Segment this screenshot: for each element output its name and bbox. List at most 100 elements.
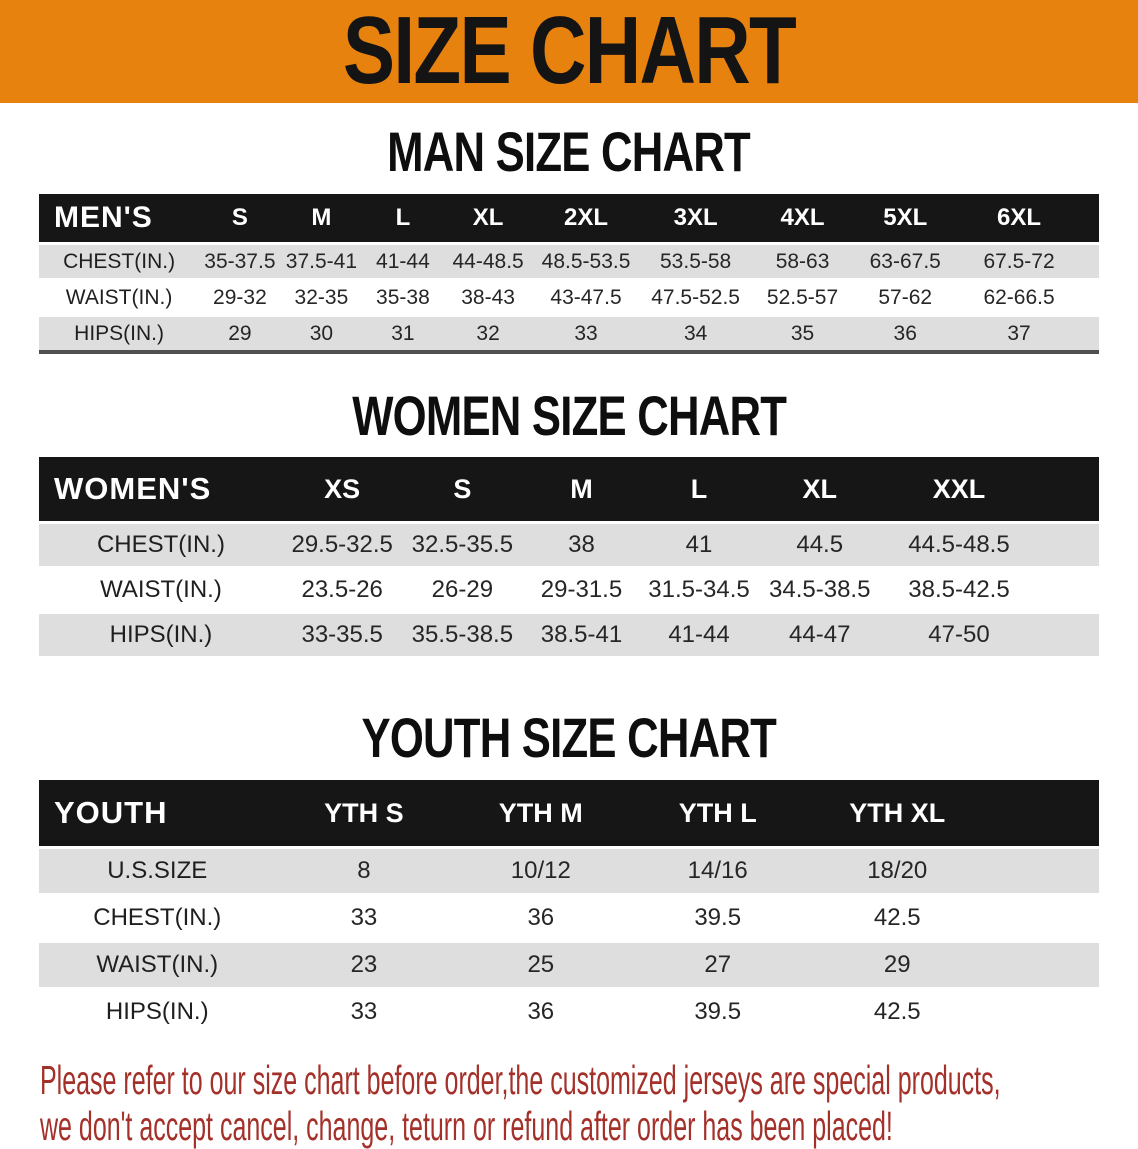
table-cell: 29 [806,941,989,990]
table-cell: 33 [275,988,453,1037]
filler-cell [988,847,1099,896]
table-cell: 32 [443,315,533,354]
column-header: M [280,194,363,245]
column-header: 5XL [853,194,958,245]
disclaimer-text: Please refer to our size chart before or… [40,1057,1138,1149]
filler-cell [988,988,1099,1037]
row-label: CHEST(IN.) [39,243,200,281]
table-cell: 23.5-26 [282,567,402,614]
table-cell: 57-62 [853,279,958,317]
column-header: 2XL [532,194,640,245]
table-cell: 38-43 [443,279,533,317]
table-cell: 27 [629,941,807,990]
table-cell: 44.5-48.5 [881,522,1037,569]
table-cell: 36 [853,315,958,354]
table-cell: 38 [523,522,640,569]
table-cell: 37.5-41 [280,243,363,281]
table-cell: 29.5-32.5 [282,522,402,569]
table-cell: 10/12 [452,847,630,896]
table-header-row: YOUTH YTH S YTH M YTH L YTH XL [39,780,1099,849]
table-cell: 44-48.5 [443,243,533,281]
mens-size-table: MEN'S S M L XL 2XL 3XL 4XL 5XL 6XL CHEST(IN.) 35-3… [39,194,1099,354]
table-cell: 47.5-52.5 [639,279,752,317]
column-header: YTH XL [806,780,989,849]
womens-size-table: WOMEN'S XS S M L XL XXL CHEST(IN.) 29.5-32.5 32.… [39,457,1099,659]
table-cell: 36 [452,988,630,1037]
disclaimer-line-1: Please refer to our size chart before or… [40,1057,1001,1103]
row-label: CHEST(IN.) [39,894,276,943]
table-cell: 26-29 [401,567,524,614]
table-row: HIPS(IN.) 33 36 39.5 42.5 [39,988,1099,1037]
table-cell: 31 [362,315,444,354]
table-row: U.S.SIZE 8 10/12 14/16 18/20 [39,847,1099,896]
table-cell: 36 [452,894,630,943]
table-header-row: WOMEN'S XS S M L XL XXL [39,457,1099,524]
filler-cell [1036,457,1099,524]
table-cell: 34 [639,315,752,354]
table-cell: 14/16 [629,847,807,896]
table-cell: 37 [957,315,1081,354]
heading-text: WOMEN SIZE CHART [351,384,787,447]
table-cell: 53.5-58 [639,243,752,281]
table-cell: 32.5-35.5 [401,522,524,569]
table-cell: 32-35 [280,279,363,317]
table-cell: 23 [275,941,453,990]
table-row: CHEST(IN.) 35-37.5 37.5-41 41-44 44-48.5 48.5… [39,243,1099,281]
table-row: CHEST(IN.) 33 36 39.5 42.5 [39,894,1099,943]
table-cell: 42.5 [806,988,989,1037]
women-size-chart-heading: WOMEN SIZE CHART [0,388,1138,444]
table-cell: 39.5 [629,988,807,1037]
table-cell: 41-44 [639,612,759,659]
filler-cell [988,941,1099,990]
table-cell: 25 [452,941,630,990]
column-header: L [362,194,444,245]
table-cell: 42.5 [806,894,989,943]
youth-size-table: YOUTH YTH S YTH M YTH L YTH XL U.S.SIZE 8 10/1… [39,780,1099,1037]
table-cell: 8 [275,847,453,896]
row-label: CHEST(IN.) [39,522,283,569]
column-header: 3XL [639,194,752,245]
table-row: HIPS(IN.) 29 30 31 32 33 34 35 36 37 [39,315,1099,354]
filler-cell [1081,194,1099,245]
table-cell: 48.5-53.5 [532,243,640,281]
table-row: CHEST(IN.) 29.5-32.5 32.5-35.5 38 41 44.5 44.5… [39,522,1099,569]
column-header: L [639,457,759,524]
table-cell: 31.5-34.5 [639,567,759,614]
table-cell: 39.5 [629,894,807,943]
heading-text: MAN SIZE CHART [387,120,752,183]
filler-cell [988,780,1099,849]
table-row: WAIST(IN.) 23.5-26 26-29 29-31.5 31.5-34.5 34… [39,567,1099,614]
column-header: YTH S [275,780,453,849]
row-label: HIPS(IN.) [39,612,283,659]
column-header: XXL [881,457,1037,524]
column-header: XL [443,194,533,245]
column-header: YTH M [452,780,630,849]
column-header: XL [758,457,882,524]
table-cell: 33 [532,315,640,354]
table-cell: 58-63 [751,243,854,281]
column-header: S [401,457,524,524]
table-cell: 63-67.5 [853,243,958,281]
filler-cell [1081,243,1099,281]
table-row: WAIST(IN.) 29-32 32-35 35-38 38-43 43-47.5 47.… [39,279,1099,317]
table-corner-label: WOMEN'S [39,457,283,524]
table-cell: 35-37.5 [199,243,281,281]
disclaimer-line: Please refer to our size chart before or… [40,1057,1138,1103]
column-header: YTH L [629,780,807,849]
table-cell: 35.5-38.5 [401,612,524,659]
heading-text: YOUTH SIZE CHART [361,706,777,769]
table-cell: 34.5-38.5 [758,567,882,614]
row-label: WAIST(IN.) [39,279,200,317]
table-cell: 35-38 [362,279,444,317]
filler-cell [988,894,1099,943]
table-row: HIPS(IN.) 33-35.5 35.5-38.5 38.5-41 41-44 44-… [39,612,1099,659]
size-chart-banner: SIZE CHART [0,0,1138,103]
table-cell: 18/20 [806,847,989,896]
column-header: M [523,457,640,524]
disclaimer-line-2: we don't accept cancel, change, teturn o… [40,1103,893,1149]
filler-cell [1036,522,1099,569]
row-label: U.S.SIZE [39,847,276,896]
row-label: HIPS(IN.) [39,988,276,1037]
filler-cell [1081,279,1099,317]
table-corner-label: MEN'S [39,194,200,245]
